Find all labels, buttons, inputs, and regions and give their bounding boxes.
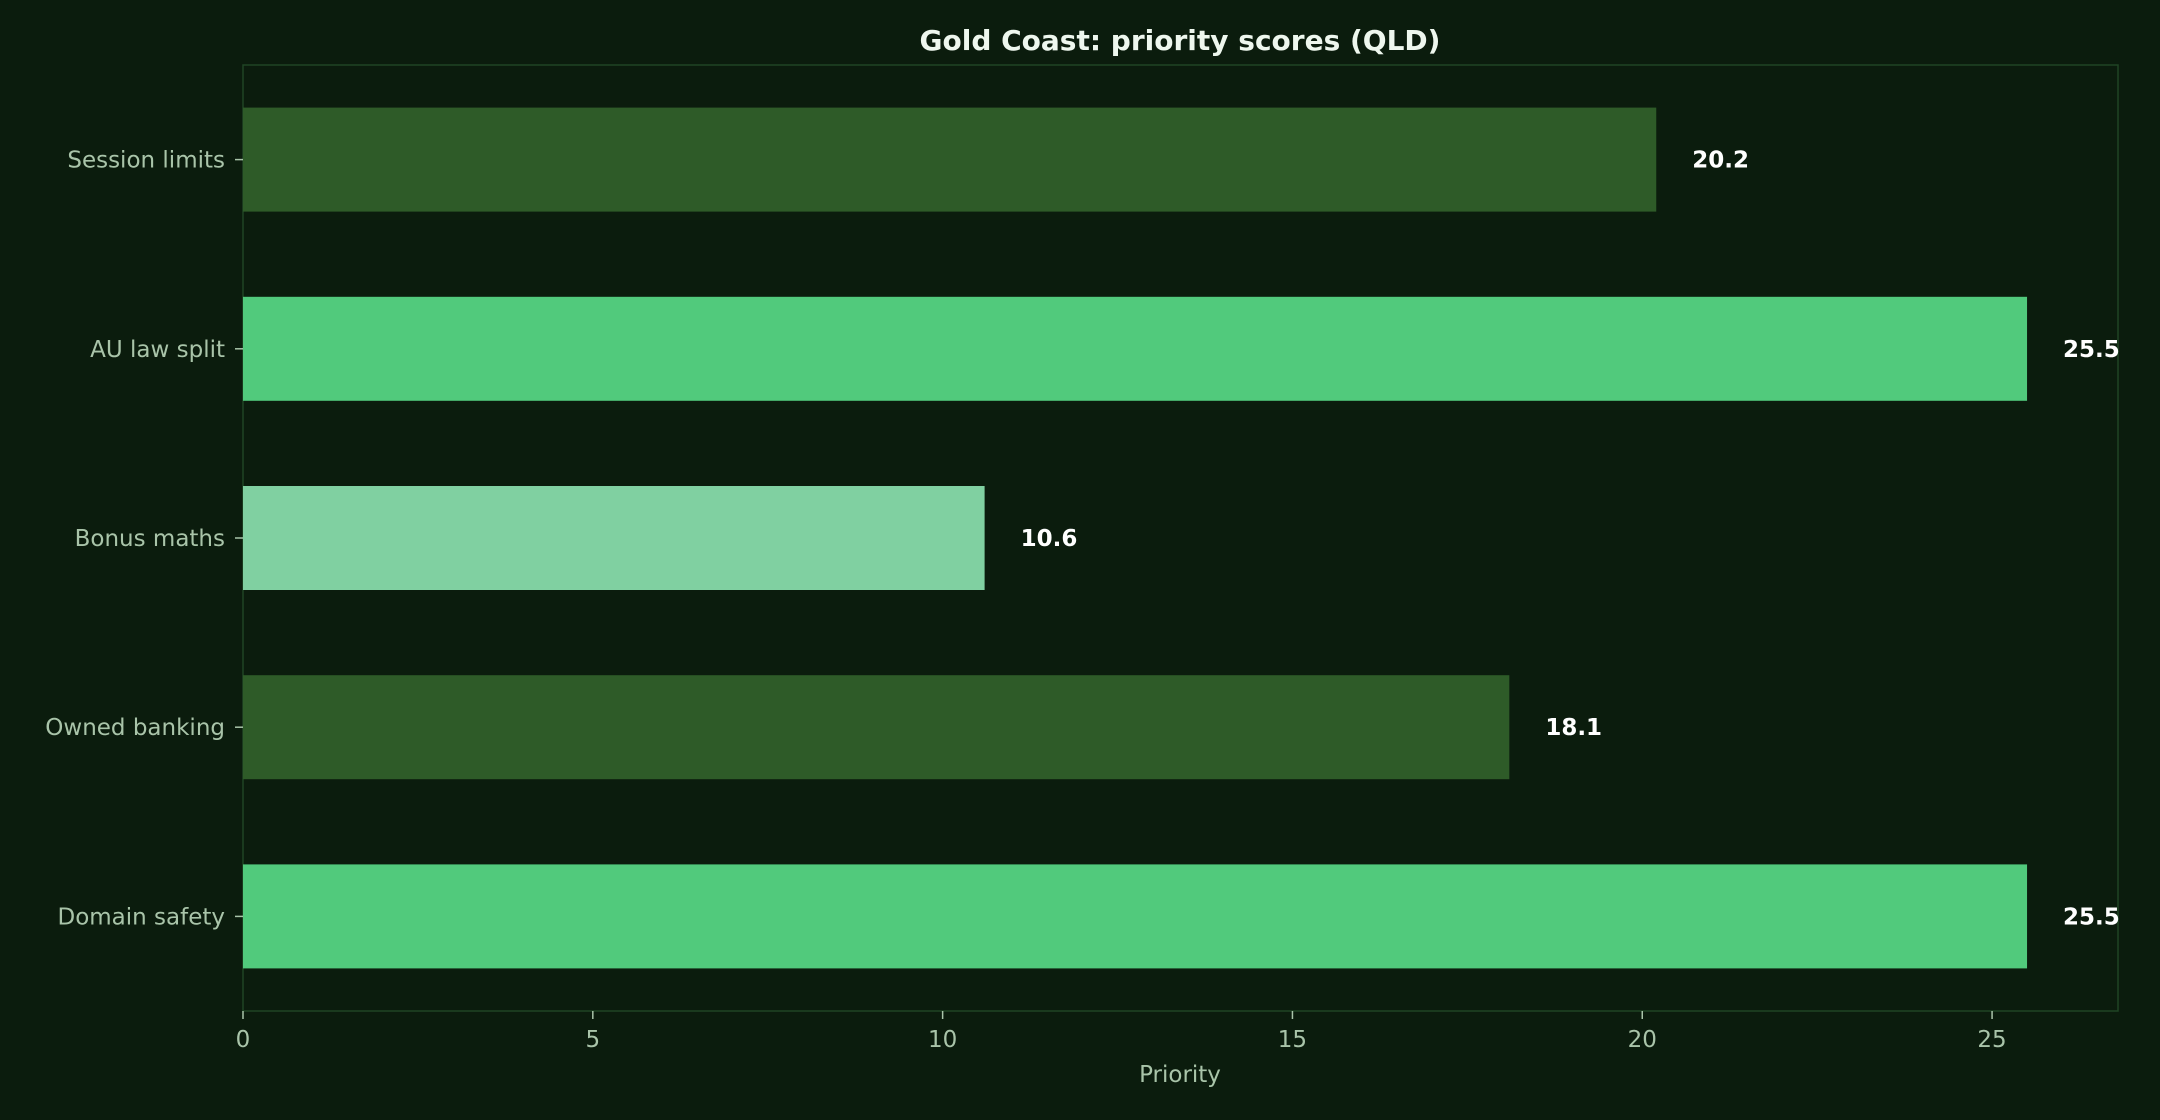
y-tick-label: AU law split — [90, 337, 225, 363]
x-tick-label: 10 — [928, 1027, 957, 1053]
value-label: 20.2 — [1692, 148, 1749, 174]
y-tick-label: Domain safety — [57, 904, 225, 930]
bars-group — [243, 107, 2028, 969]
y-tick-label: Bonus maths — [75, 526, 225, 552]
bar-session-limits — [243, 107, 1657, 212]
x-tick-label: 15 — [1278, 1027, 1307, 1053]
bar-domain-safety — [243, 864, 2028, 969]
x-tick-label: 5 — [585, 1027, 600, 1053]
bar-bonus-maths — [243, 486, 985, 590]
y-tick-label: Session limits — [67, 148, 225, 174]
value-label: 18.1 — [1545, 715, 1602, 741]
value-label: 10.6 — [1021, 526, 1078, 552]
x-tick-label: 25 — [1977, 1027, 2006, 1053]
x-tick-label: 0 — [236, 1027, 251, 1053]
x-axis-label: Priority — [1139, 1062, 1221, 1088]
value-labels-group: 20.2 25.5 10.6 18.1 25.5 — [1021, 148, 2120, 931]
bar-owned-banking — [243, 675, 1510, 780]
chart-title: Gold Coast: priority scores (QLD) — [920, 24, 1441, 57]
bar-au-law-split — [243, 296, 2028, 401]
value-label: 25.5 — [2063, 904, 2120, 930]
value-label: 25.5 — [2063, 337, 2120, 363]
y-axis: Session limits AU law split Bonus maths Own… — [45, 148, 243, 930]
x-tick-label: 20 — [1628, 1027, 1657, 1053]
y-tick-label: Owned banking — [45, 715, 225, 741]
x-axis: 0 5 10 15 20 25 — [236, 1011, 2007, 1053]
